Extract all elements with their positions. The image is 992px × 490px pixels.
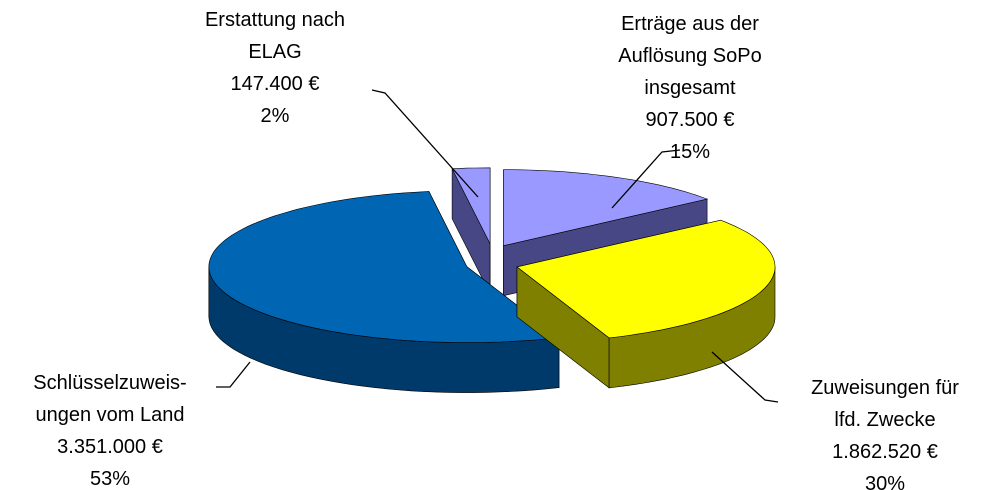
value-label: 147.400 € — [230, 73, 320, 95]
leader-line — [711, 351, 779, 403]
leader-line — [371, 89, 479, 198]
slice-label: Erstattung nach ELAG 147.400 € 2% — [155, 4, 395, 132]
category-label: Schlüsselzuweis- ungen vom Land — [33, 372, 187, 426]
percent-label: 30% — [864, 473, 906, 490]
percent-label: 15% — [669, 141, 711, 163]
percent-label: 2% — [260, 105, 290, 127]
leader-line — [611, 149, 681, 209]
percent-label: 53% — [89, 468, 131, 490]
leader-line — [216, 361, 251, 388]
slice-label: Zuweisungen für lfd. Zwecke 1.862.520 € … — [765, 372, 992, 490]
slice-label: Schlüsselzuweis- ungen vom Land 3.351.00… — [0, 367, 230, 490]
slice-label: Erträge aus der Auflösung SoPo insgesamt… — [570, 8, 810, 168]
slice — [208, 191, 560, 343]
value-label: 907.500 € — [645, 109, 735, 131]
value-label: 3.351.000 € — [57, 436, 163, 458]
slices — [208, 167, 776, 393]
slice — [503, 169, 709, 247]
value-label: 1.862.520 € — [832, 441, 938, 463]
leader-lines — [216, 89, 779, 403]
category-label: Zuweisungen für lfd. Zwecke — [811, 377, 959, 431]
slice — [516, 219, 776, 339]
category-label: Erstattung nach ELAG — [204, 9, 346, 63]
category-label: Erträge aus der Auflösung SoPo insgesamt — [618, 13, 762, 99]
